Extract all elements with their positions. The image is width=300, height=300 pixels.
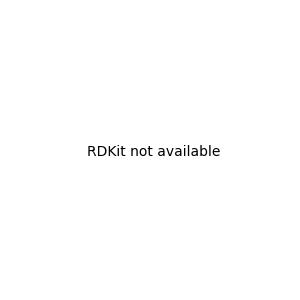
Text: RDKit not available: RDKit not available	[87, 145, 220, 158]
